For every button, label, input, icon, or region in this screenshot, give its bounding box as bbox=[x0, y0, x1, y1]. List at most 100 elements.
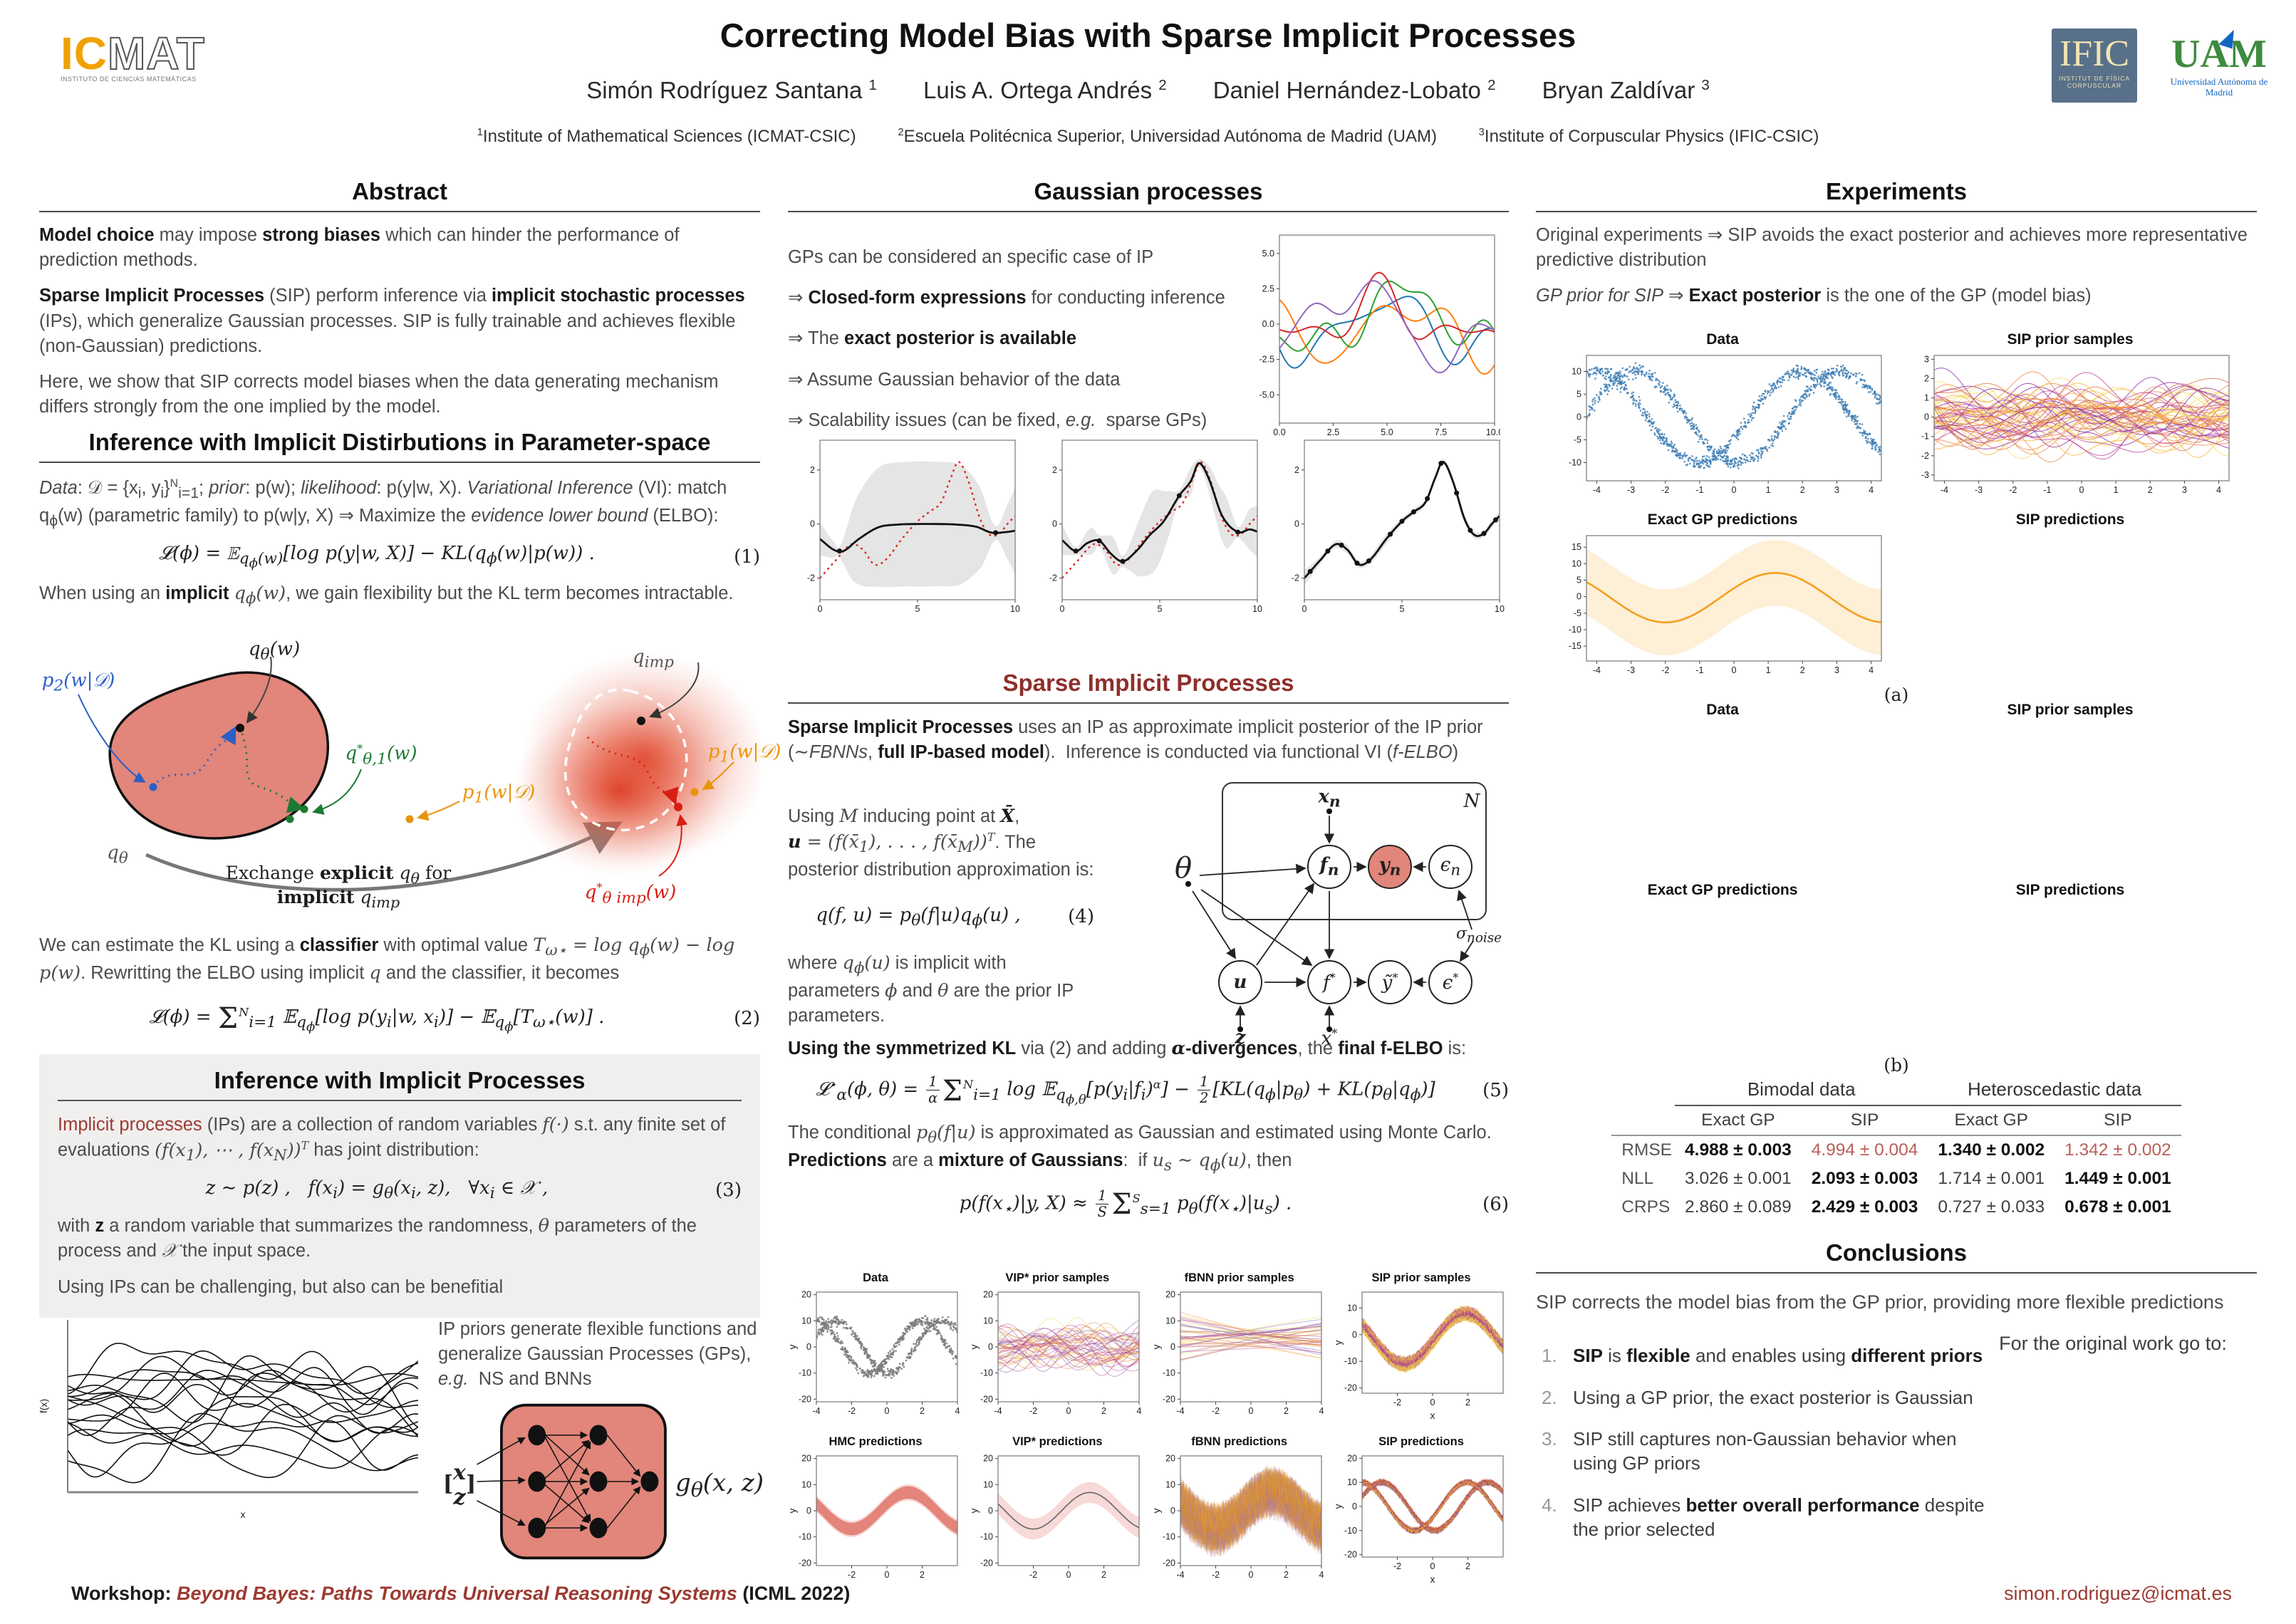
svg-text:15: 15 bbox=[1572, 542, 1581, 552]
equation-2: 𝓛(ϕ) = ΣNi=1 𝔼qϕ[log p(yi|w, xi)] − 𝔼qϕ[… bbox=[149, 1001, 760, 1035]
gp-samples-plot: 0.0 2.5 5.0 7.5 10.0 5.0 2.5 0.0 -2.5 -5.0 bbox=[1259, 234, 1500, 437]
table-group-header: Bimodal data bbox=[1675, 1074, 1928, 1106]
icmat-logo: ICMAT INSTITUTO DE CIENCIAS MATEMÁTICAS bbox=[61, 27, 232, 83]
conclusion-item: SIP achieves better overall performance … bbox=[1542, 1493, 1985, 1540]
svg-text:-2: -2 bbox=[1921, 451, 1929, 461]
svg-text:-20: -20 bbox=[1344, 1550, 1357, 1560]
svg-text:20: 20 bbox=[801, 1290, 811, 1300]
gp-posterior-plot-1: 0 5 10 2 0 -2 bbox=[807, 439, 1020, 614]
svg-text:-2: -2 bbox=[1029, 1570, 1037, 1580]
svg-text:x: x bbox=[241, 1509, 246, 1520]
node-label-theta: θ bbox=[1174, 852, 1193, 885]
svg-text:0: 0 bbox=[1170, 1342, 1175, 1352]
svg-text:5: 5 bbox=[915, 604, 920, 614]
svg-text:-2: -2 bbox=[1393, 1561, 1401, 1571]
table-row-label: CRPS bbox=[1621, 1197, 1671, 1217]
svg-text:0: 0 bbox=[806, 1506, 811, 1516]
gaussian-processes-section: Gaussian processes GPs can be considered… bbox=[788, 178, 1509, 449]
conditional-text: The conditional pθ(f|u) is approximated … bbox=[788, 1121, 1492, 1175]
svg-text:2: 2 bbox=[920, 1406, 925, 1416]
svg-text:10: 10 bbox=[1347, 1303, 1357, 1313]
nn-output-label: gθ(x, z) bbox=[675, 1468, 764, 1501]
b-sip-prior-plot bbox=[1906, 720, 2235, 871]
svg-text:-15: -15 bbox=[1569, 641, 1581, 651]
svg-text:2: 2 bbox=[1465, 1561, 1470, 1571]
node-label-yn: yn bbox=[1378, 854, 1401, 880]
svg-text:20: 20 bbox=[801, 1454, 811, 1464]
experiments-p2: GP prior for SIP ⇒ Exact posterior is th… bbox=[1536, 286, 2092, 306]
nn-caption: IP priors generate flexible functions an… bbox=[438, 1319, 757, 1390]
gp-bullet: ⇒ Assume Gaussian behavior of the data bbox=[788, 369, 1121, 390]
icmat-logo-caption: INSTITUTO DE CIENCIAS MATEMÁTICAS bbox=[61, 76, 197, 83]
svg-text:-3: -3 bbox=[1975, 485, 1983, 495]
nn-diagram-graphic bbox=[477, 1403, 667, 1559]
svg-text:-10: -10 bbox=[1163, 1532, 1175, 1542]
svg-text:-10: -10 bbox=[980, 1532, 993, 1542]
author: Simón Rodríguez Santana 1 bbox=[586, 77, 877, 103]
exp-plot: Data -4 -3 -2 -1 0 1 2 3 4 10 5 0 -5 -10 bbox=[1558, 331, 1887, 504]
sip-left-text: Using M inducing point at X̄, u = (f(x̄1)… bbox=[788, 776, 1094, 1046]
label-q-star-theta1: q*θ,1(w) bbox=[345, 741, 417, 769]
svg-text:10: 10 bbox=[1572, 558, 1581, 568]
svg-text:-1: -1 bbox=[1695, 665, 1703, 675]
svg-text:x: x bbox=[1430, 1410, 1435, 1421]
param-space-note: When using an implicit qϕ(w), we gain fl… bbox=[39, 583, 734, 608]
svg-text:2: 2 bbox=[2148, 485, 2153, 495]
affiliation: 1Institute of Mathematical Sciences (ICM… bbox=[477, 127, 856, 146]
label-p2-w-D: p2(w|𝒟) bbox=[41, 670, 115, 695]
svg-text:20: 20 bbox=[1347, 1453, 1357, 1463]
icmat-logo-ic: IC bbox=[61, 28, 108, 79]
group-a-label: (a) bbox=[1884, 685, 1909, 705]
svg-text:0: 0 bbox=[810, 519, 815, 529]
svg-text:-20: -20 bbox=[1344, 1383, 1357, 1393]
svg-text:-5.0: -5.0 bbox=[1259, 390, 1274, 400]
table-row-label: NLL bbox=[1621, 1169, 1654, 1188]
svg-text:2: 2 bbox=[1800, 665, 1805, 675]
svg-text:y: y bbox=[788, 1509, 798, 1514]
svg-text:2: 2 bbox=[810, 465, 815, 475]
table-row-label: RMSE bbox=[1621, 1140, 1673, 1160]
svg-text:2.5: 2.5 bbox=[1327, 427, 1339, 437]
svg-text:0: 0 bbox=[1248, 1570, 1253, 1580]
param-space-section: Inference with Implicit Distirbutions in… bbox=[39, 429, 760, 620]
svg-text:-20: -20 bbox=[980, 1394, 993, 1404]
implicit-distribution-diagram: qθ(w) p2(w|𝒟) q*θ,1(w) p1(w|𝒟) qθ qimp E… bbox=[39, 638, 781, 912]
svg-text:0: 0 bbox=[2079, 485, 2084, 495]
svg-text:-4: -4 bbox=[994, 1406, 1002, 1416]
exp-plot: Data bbox=[1558, 702, 1887, 875]
svg-text:-10: -10 bbox=[799, 1368, 811, 1378]
table-cell: 1.340 ± 0.002 bbox=[1938, 1140, 2045, 1160]
svg-text:2: 2 bbox=[1052, 465, 1057, 475]
svg-text:-3: -3 bbox=[1627, 485, 1635, 495]
table-col-header: SIP bbox=[1850, 1110, 1879, 1130]
svg-text:-2: -2 bbox=[807, 573, 815, 583]
svg-text:20: 20 bbox=[983, 1454, 993, 1464]
table-row: CRPS 2.860 ± 0.089 2.429 ± 0.003 0.727 ± 0.… bbox=[1611, 1193, 2181, 1222]
svg-text:10: 10 bbox=[1165, 1316, 1175, 1326]
svg-text:0: 0 bbox=[1430, 1397, 1435, 1407]
gp-title: Gaussian processes bbox=[1034, 178, 1263, 204]
label-q-star-theta-imp: q*θ imp(w) bbox=[584, 880, 677, 907]
exp-plot: Exact GP predictions bbox=[1558, 882, 1887, 1055]
node-label-xn: xn bbox=[1318, 786, 1341, 811]
svg-text:0: 0 bbox=[988, 1506, 993, 1516]
equation-6: p(f(x⋆)|y, X) ≈ 1 S ΣSs=1 pθ(f(x⋆)|us) . (6… bbox=[959, 1187, 1509, 1222]
svg-text:-4: -4 bbox=[812, 1406, 820, 1416]
svg-text:0: 0 bbox=[1430, 1561, 1435, 1571]
svg-text:10: 10 bbox=[801, 1316, 811, 1326]
author: Luis A. Ortega Andrés 2 bbox=[923, 77, 1167, 103]
svg-text:1: 1 bbox=[2114, 485, 2119, 495]
equation-1: 𝓛(ϕ) = 𝔼qϕ(w)[log p(y|w, X)] − KL(qϕ(w)|… bbox=[159, 542, 760, 571]
svg-text:-3: -3 bbox=[1921, 470, 1929, 480]
experiments-section: Experiments Original experiments ⇒ SIP a… bbox=[1536, 178, 2257, 320]
exp-plot: Exact GP predictions -4 -3 -2 -1 0 1 2 3 4 15 10 5 0-… bbox=[1558, 511, 1887, 685]
svg-text:2: 2 bbox=[1284, 1406, 1289, 1416]
svg-text:10: 10 bbox=[1165, 1479, 1175, 1489]
svg-text:0: 0 bbox=[1732, 485, 1737, 495]
affiliation: 3Institute of Corpuscular Physics (IFIC-… bbox=[1478, 127, 1819, 146]
